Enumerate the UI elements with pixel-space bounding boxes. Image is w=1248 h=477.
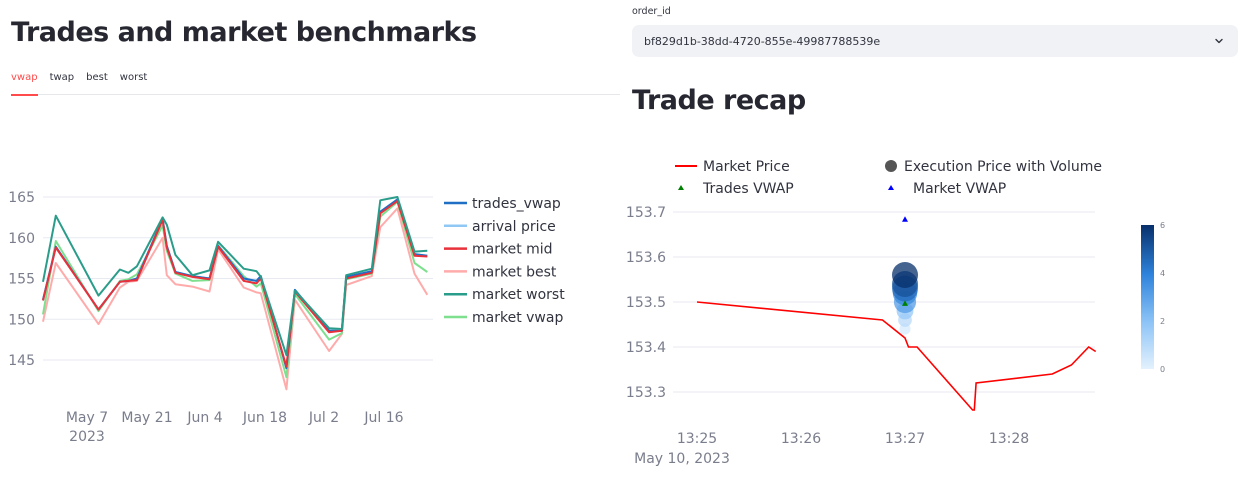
legend-label: Market VWAP [913,181,1006,197]
benchmarks-line-chart[interactable]: 145 150 155 160 165 May 7 2023 May 21 Jun 4 Jun … [0,0,620,477]
x-tick-label: May 21 [121,410,172,426]
y-axis-ticks: 145 150 155 160 165 [8,190,35,369]
trades-benchmarks-panel: Trades and market benchmarks vwap twap b… [0,0,620,477]
legend-item-trades-vwap[interactable]: Trades VWAP [678,181,794,197]
x-axis-ticks: May 7 2023 May 21 Jun 4 Jun 18 Jul 2 Jul 16 [66,410,404,445]
tab-best[interactable]: best [86,72,108,83]
trade-recap-title: Trade recap [632,85,806,116]
colorbar-tick: 4 [1160,269,1165,278]
y-tick-label: 160 [8,231,35,247]
y-tick-label: 153.7 [626,205,666,221]
trades-vwap-marker[interactable] [902,300,908,306]
colorbar-tick: 2 [1160,317,1165,326]
market-price-line [696,301,1097,411]
legend-swatch [678,185,684,190]
order-id-value: bf829d1b-38dd-4720-855e-49987788539e [644,34,881,48]
legend-item-market-worst[interactable]: market worst [444,287,565,303]
y-gridlines [673,211,1095,393]
order-id-select[interactable]: bf829d1b-38dd-4720-855e-49987788539e [632,25,1238,57]
legend-label: market vwap [472,310,563,326]
chevron-down-icon [1215,38,1223,44]
legend-item-market-price[interactable]: Market Price [675,159,790,175]
series-layer [696,216,1097,411]
series-line-trades-vwap [42,198,428,370]
series-line-arrival-price [42,198,428,370]
execution-bubble[interactable] [892,262,918,288]
legend-label: market mid [472,242,553,258]
tab-twap[interactable]: twap [49,72,75,83]
x-tick-label: 13:27 [885,431,925,447]
trade-recap-chart[interactable]: 153.3 153.4 153.5 153.6 153.7 13:25 May 10, 2… [620,0,1248,477]
legend-label: arrival price [472,219,556,235]
x-tick-label: Jul 16 [363,410,403,426]
y-tick-label: 150 [8,312,35,328]
order-id-label: order_id [632,6,671,17]
legend-item-market-mid[interactable]: market mid [444,242,553,258]
legend-item-execution-price[interactable]: Execution Price with Volume [885,159,1102,175]
series-line-market-best [42,207,429,391]
y-axis-ticks: 153.3 153.4 153.5 153.6 153.7 [626,205,666,401]
legend-item-market-vwap[interactable]: Market VWAP [888,181,1006,197]
legend-item-trades-vwap[interactable]: trades_vwap [444,196,561,212]
chart-legend[interactable]: Market Price Execution Price with Volume T… [675,159,1102,197]
y-tick-label: 145 [8,353,35,369]
legend-item-market-best[interactable]: market best [444,264,557,280]
y-tick-label: 153.3 [626,385,666,401]
series-line-market-vwap [42,200,428,379]
x-tick-label: 13:25 May 10, 2023 [634,431,730,467]
x-tick-label: Jun 4 [186,410,222,426]
legend-item-market-vwap[interactable]: market vwap [444,310,563,326]
x-axis-ticks: 13:25 May 10, 2023 13:26 13:27 13:28 [634,431,1029,467]
trade-recap-panel: order_id bf829d1b-38dd-4720-855e-4998778… [620,0,1248,477]
y-tick-label: 165 [8,190,35,206]
y-tick-label: 153.4 [626,340,666,356]
legend-item-arrival-price[interactable]: arrival price [444,219,556,235]
y-tick-label: 153.6 [626,250,666,266]
y-tick-label: 153.5 [626,295,666,311]
legend-label: Trades VWAP [702,181,794,197]
series-lines [42,196,429,391]
x-tick-label: May 7 2023 [66,410,108,445]
legend-label: market worst [472,287,565,303]
tab-worst[interactable]: worst [119,72,148,83]
volume-colorbar: 0 2 4 6 [1141,221,1165,374]
colorbar-gradient [1141,225,1154,369]
legend-swatch [885,160,897,172]
y-tick-label: 155 [8,272,35,288]
tab-vwap[interactable]: vwap [11,71,38,96]
series-line-market-worst [42,196,428,357]
legend-label: trades_vwap [472,196,561,212]
series-line-market-mid [42,200,428,368]
y-gridlines [43,196,433,361]
x-tick-label: Jun 18 [242,410,287,426]
x-tick-label: 13:26 [781,431,821,447]
legend-label: market best [472,264,557,280]
colorbar-tick: 6 [1160,221,1165,230]
legend-label: Market Price [703,159,790,175]
x-tick-label: 13:28 [989,431,1029,447]
colorbar-tick: 0 [1160,365,1165,374]
legend-label: Execution Price with Volume [904,159,1102,175]
market-vwap-marker[interactable] [902,216,908,222]
page-title: Trades and market benchmarks [11,17,477,48]
benchmark-tabs: vwap twap best worst [11,71,620,96]
legend-swatch [888,185,894,190]
x-tick-label: Jul 2 [308,410,339,426]
